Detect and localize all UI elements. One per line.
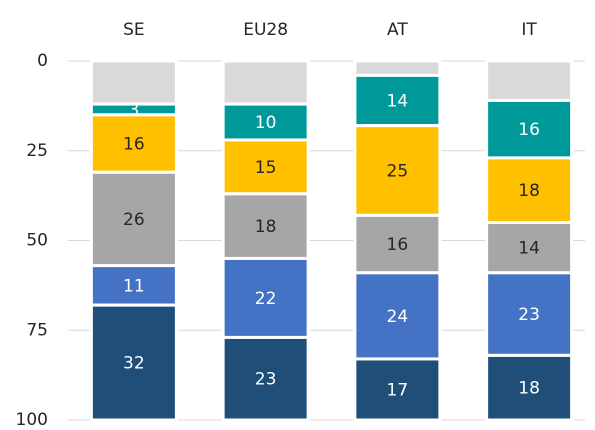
data-label: 3	[128, 100, 139, 120]
bar-segment	[485, 221, 574, 275]
bar-segment	[353, 124, 442, 217]
data-label: 18	[518, 379, 540, 399]
data-label: 32	[123, 354, 145, 374]
bar-segment	[485, 271, 574, 357]
data-label: 22	[255, 289, 277, 309]
bar-segment	[89, 303, 178, 422]
data-label: 16	[387, 235, 409, 255]
bar-segment	[353, 271, 442, 361]
bar-segment	[221, 335, 310, 422]
x-tick-label: IT	[521, 20, 537, 40]
data-label: 16	[518, 120, 540, 140]
bar-segment	[221, 102, 310, 142]
bar-segment	[221, 59, 310, 106]
bar-segment	[353, 357, 442, 422]
bar-segment	[89, 264, 178, 307]
data-label: 10	[255, 113, 277, 133]
data-label: 18	[518, 181, 540, 201]
data-label: 11	[123, 276, 145, 296]
y-tick-label: 50	[26, 231, 48, 251]
data-label: 26	[123, 210, 145, 230]
x-tick-label: EU28	[243, 20, 288, 40]
bar-segment	[353, 73, 442, 128]
data-label: 14	[518, 239, 540, 259]
x-tick-label: AT	[387, 20, 408, 40]
bar-segment	[485, 353, 574, 422]
bar-segment	[485, 98, 574, 160]
bar-segment	[353, 213, 442, 275]
bar-segment	[89, 113, 178, 174]
data-label: 23	[518, 305, 540, 325]
data-label: 16	[123, 135, 145, 155]
data-label: 25	[387, 161, 409, 181]
y-tick-label: 75	[26, 320, 48, 340]
data-label: 17	[387, 380, 409, 400]
bar-segment	[89, 59, 178, 106]
data-label: 14	[387, 91, 409, 111]
bar-segment	[89, 170, 178, 268]
bar-segment	[485, 156, 574, 225]
bar-segment	[221, 138, 310, 196]
bar-segment	[221, 256, 310, 339]
y-tick-label: 25	[26, 141, 48, 161]
y-tick-label: 0	[37, 51, 48, 71]
data-label: 18	[255, 217, 277, 237]
data-label: 24	[387, 307, 409, 327]
bar-segment	[485, 59, 574, 102]
data-label: 15	[255, 158, 277, 178]
bar-segment	[221, 192, 310, 260]
bar-segment	[353, 59, 442, 77]
data-label: 23	[255, 370, 277, 390]
x-tick-label: SE	[123, 20, 145, 40]
y-tick-label: 100	[16, 410, 48, 430]
